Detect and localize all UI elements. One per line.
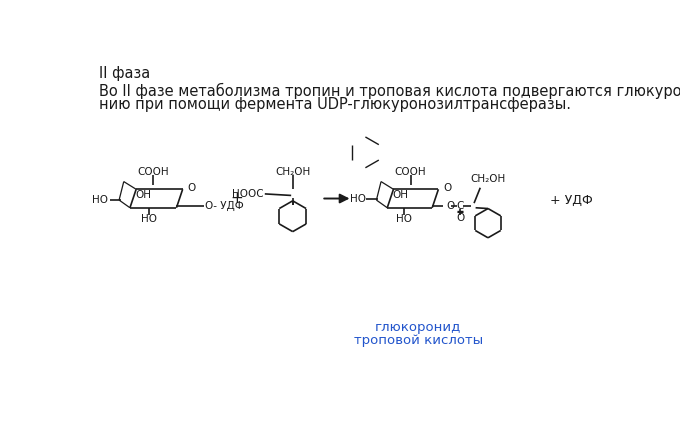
Text: НО: НО: [396, 214, 412, 224]
Text: +: +: [231, 191, 243, 206]
Text: ОН: ОН: [135, 190, 151, 200]
Text: НО: НО: [92, 195, 108, 205]
Text: НО: НО: [141, 214, 156, 224]
Text: НО: НО: [350, 194, 366, 203]
Text: + УДФ: + УДФ: [550, 194, 593, 207]
Text: троповой кислоты: троповой кислоты: [354, 335, 483, 348]
Text: С: С: [456, 201, 464, 211]
Text: О: О: [446, 201, 454, 211]
Text: О: О: [187, 183, 196, 193]
Text: ОН: ОН: [392, 190, 409, 200]
Text: СН₂ОН: СН₂ОН: [275, 167, 310, 177]
Text: II фаза: II фаза: [99, 66, 150, 81]
Text: нию при помощи фермента UDP-глюкуронозилтрансферазы.: нию при помощи фермента UDP-глюкуронозил…: [99, 97, 571, 112]
Text: О: О: [456, 213, 464, 223]
Text: СН₂ОН: СН₂ОН: [471, 174, 506, 184]
Text: СООН: СООН: [394, 167, 426, 177]
Text: НООC: НООC: [232, 189, 263, 199]
Text: Во II фазе метаболизма тропин и троповая кислота подвергаются глюкуронирова-: Во II фазе метаболизма тропин и троповая…: [99, 83, 680, 99]
Text: О- УДФ: О- УДФ: [205, 201, 244, 211]
Text: глюкоронид: глюкоронид: [375, 321, 462, 334]
Text: СООН: СООН: [137, 167, 169, 177]
Text: О: О: [443, 183, 452, 193]
